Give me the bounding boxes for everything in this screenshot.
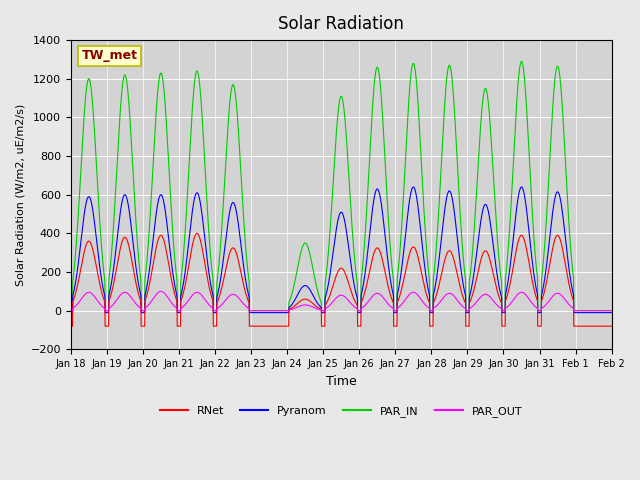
Text: TW_met: TW_met (81, 49, 138, 62)
Y-axis label: Solar Radiation (W/m2, uE/m2/s): Solar Radiation (W/m2, uE/m2/s) (15, 104, 25, 286)
Legend: RNet, Pyranom, PAR_IN, PAR_OUT: RNet, Pyranom, PAR_IN, PAR_OUT (156, 401, 527, 421)
Title: Solar Radiation: Solar Radiation (278, 15, 404, 33)
X-axis label: Time: Time (326, 374, 356, 388)
